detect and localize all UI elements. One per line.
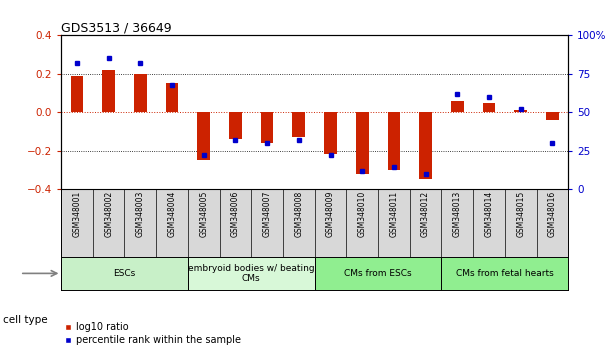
Bar [134, 74, 147, 112]
Bar [293, 112, 305, 137]
Text: GSM348014: GSM348014 [485, 191, 494, 237]
Bar [166, 84, 178, 112]
Bar [197, 112, 210, 160]
Text: GSM348016: GSM348016 [548, 191, 557, 237]
Text: GSM348010: GSM348010 [357, 191, 367, 237]
Bar [514, 110, 527, 112]
Bar [387, 112, 400, 170]
Legend: log10 ratio, percentile rank within the sample: log10 ratio, percentile rank within the … [60, 319, 245, 349]
Text: GSM348012: GSM348012 [421, 191, 430, 237]
Text: GSM348013: GSM348013 [453, 191, 462, 237]
Bar [419, 112, 432, 179]
Bar [261, 112, 274, 143]
Text: GSM348006: GSM348006 [231, 191, 240, 237]
Bar [102, 70, 115, 112]
Bar [315, 257, 441, 290]
Bar [356, 112, 368, 173]
Text: GSM348005: GSM348005 [199, 191, 208, 237]
Text: CMs from ESCs: CMs from ESCs [344, 269, 412, 278]
Text: cell type: cell type [3, 315, 48, 325]
Bar [229, 112, 242, 139]
Text: GSM348004: GSM348004 [167, 191, 177, 237]
Text: embryoid bodies w/ beating
CMs: embryoid bodies w/ beating CMs [188, 264, 315, 283]
Text: GSM348001: GSM348001 [73, 191, 81, 237]
Bar [324, 112, 337, 154]
Text: CMs from fetal hearts: CMs from fetal hearts [456, 269, 554, 278]
Bar [546, 112, 558, 120]
Text: GSM348007: GSM348007 [263, 191, 272, 237]
Text: ESCs: ESCs [114, 269, 136, 278]
Bar [188, 257, 315, 290]
Bar [483, 103, 496, 112]
Text: GSM348008: GSM348008 [295, 191, 303, 237]
Bar [61, 257, 188, 290]
Text: GSM348003: GSM348003 [136, 191, 145, 237]
Text: GSM348002: GSM348002 [104, 191, 113, 237]
Bar [451, 101, 464, 112]
Bar [441, 257, 568, 290]
Bar [71, 76, 83, 112]
Text: GDS3513 / 36649: GDS3513 / 36649 [61, 21, 172, 34]
Text: GSM348015: GSM348015 [516, 191, 525, 237]
Text: GSM348009: GSM348009 [326, 191, 335, 237]
Text: GSM348011: GSM348011 [389, 191, 398, 237]
